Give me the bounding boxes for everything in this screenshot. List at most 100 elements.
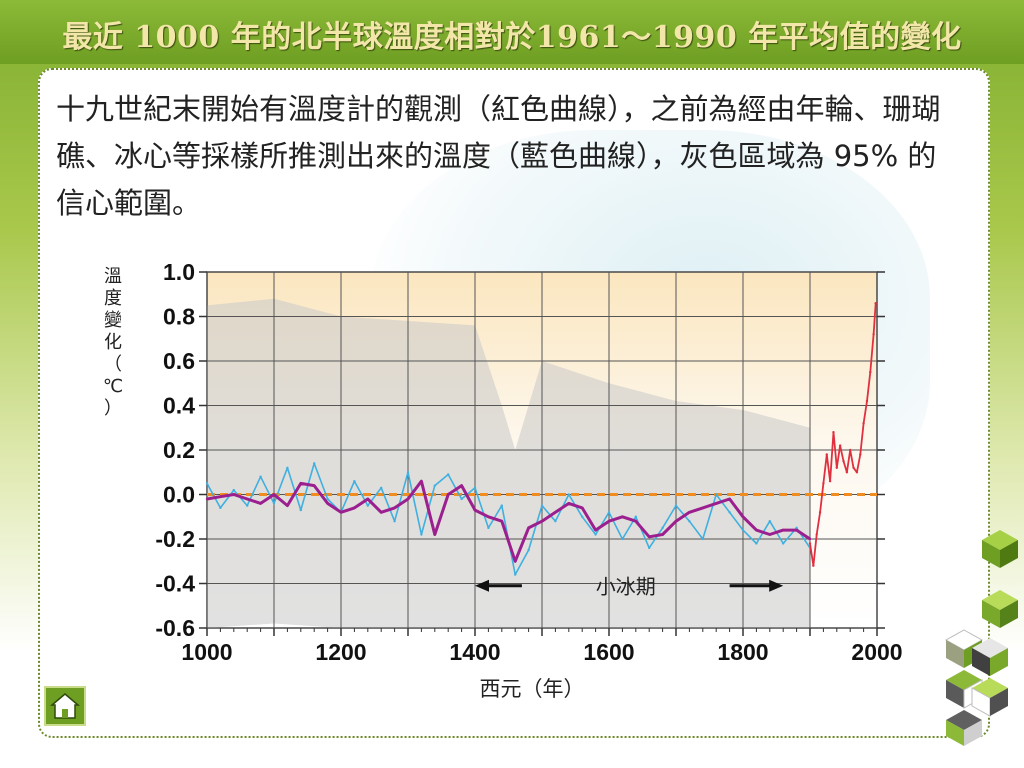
data-point <box>594 528 597 532</box>
data-point <box>259 502 262 505</box>
data-point <box>815 533 818 536</box>
data-point <box>487 515 490 518</box>
data-point <box>782 542 785 545</box>
data-point <box>380 486 383 490</box>
data-point <box>715 502 718 505</box>
y-axis-label-char: 變 <box>104 310 122 331</box>
data-point <box>447 473 450 476</box>
y-axis-label-char: ℃ <box>103 376 123 397</box>
data-point <box>795 526 798 530</box>
data-point <box>825 453 828 456</box>
data-point <box>768 533 771 536</box>
data-point <box>755 528 758 532</box>
data-point <box>835 466 838 469</box>
data-point <box>838 444 842 447</box>
arrow-left-head <box>475 579 489 592</box>
data-point <box>473 486 477 490</box>
data-point <box>634 520 637 523</box>
y-tick-label: 0.4 <box>163 393 195 419</box>
data-point <box>299 482 302 485</box>
data-point <box>869 370 872 374</box>
slide-description: 十九世紀末開始有溫度計的觀測（紅色曲線），之前為經由年輪、珊瑚礁、冰心等採樣所推… <box>56 92 941 220</box>
data-point <box>286 504 289 507</box>
data-point <box>674 504 678 507</box>
data-point <box>621 537 624 541</box>
data-point <box>447 493 450 496</box>
data-point <box>514 573 517 576</box>
data-point <box>460 497 463 501</box>
data-point <box>842 459 845 463</box>
x-tick-label: 1200 <box>315 639 366 665</box>
data-point <box>607 520 611 523</box>
data-point <box>460 484 463 487</box>
data-point <box>822 482 825 485</box>
data-point <box>795 528 798 532</box>
data-point <box>715 493 718 496</box>
data-point <box>849 448 852 452</box>
data-point <box>852 466 855 469</box>
y-axis-label-char: 度 <box>104 288 122 309</box>
data-point <box>828 479 832 483</box>
data-point <box>701 506 704 510</box>
data-point <box>514 560 517 563</box>
data-point <box>246 497 249 501</box>
y-axis-label-char: （ <box>104 354 122 375</box>
title-bar: 最近 1000 年的北半球溫度相對於1961～1990 年平均值的變化 <box>0 0 1024 64</box>
data-point <box>812 564 815 567</box>
data-point <box>540 520 544 523</box>
x-tick-label: 2000 <box>851 639 902 665</box>
little-ice-age-label: 小冰期 <box>596 575 656 599</box>
x-tick-label: 1600 <box>583 639 634 665</box>
data-point <box>728 511 731 514</box>
data-point <box>433 484 436 487</box>
data-point <box>473 508 477 512</box>
y-tick-label: 1.0 <box>163 259 195 285</box>
confidence-band <box>207 298 810 628</box>
data-point <box>406 471 410 474</box>
data-point <box>648 546 651 550</box>
data-point <box>661 533 664 536</box>
data-point <box>688 520 691 523</box>
data-point <box>594 533 597 536</box>
y-axis-label-char: 化 <box>104 332 122 353</box>
data-point <box>768 520 771 523</box>
data-point <box>205 497 209 501</box>
data-point <box>874 301 877 305</box>
arrow-right-head <box>769 579 784 592</box>
y-tick-label: 0.6 <box>163 348 195 374</box>
data-point <box>581 506 584 510</box>
data-point <box>661 526 664 530</box>
data-point <box>818 511 822 514</box>
data-point <box>420 533 423 536</box>
home-button[interactable] <box>44 686 86 726</box>
y-tick-label: -0.2 <box>155 526 195 552</box>
cube-stack-icon <box>944 530 1018 746</box>
data-point <box>366 497 369 501</box>
data-point <box>567 502 570 505</box>
smoothed-reconstruction-line <box>206 479 811 563</box>
data-point <box>326 502 329 505</box>
data-point <box>205 482 209 485</box>
data-point <box>554 520 557 523</box>
x-tick-label: 1400 <box>449 639 500 665</box>
data-point <box>845 471 849 474</box>
data-point <box>782 528 785 532</box>
data-point <box>527 548 530 552</box>
data-point <box>487 526 490 530</box>
y-tick-label: -0.4 <box>155 571 195 597</box>
data-point <box>232 493 235 496</box>
data-point <box>286 466 289 469</box>
data-point <box>832 431 835 434</box>
x-tick-label: 1800 <box>717 639 768 665</box>
data-point <box>859 453 862 456</box>
data-point <box>728 497 731 501</box>
y-tick-label: 0.0 <box>163 482 195 508</box>
data-point <box>219 495 222 498</box>
data-point <box>232 488 235 492</box>
data-point <box>313 484 316 487</box>
y-axis-label-char: ） <box>104 398 122 419</box>
data-point <box>406 497 410 501</box>
data-point <box>366 504 369 507</box>
data-point <box>808 537 812 541</box>
